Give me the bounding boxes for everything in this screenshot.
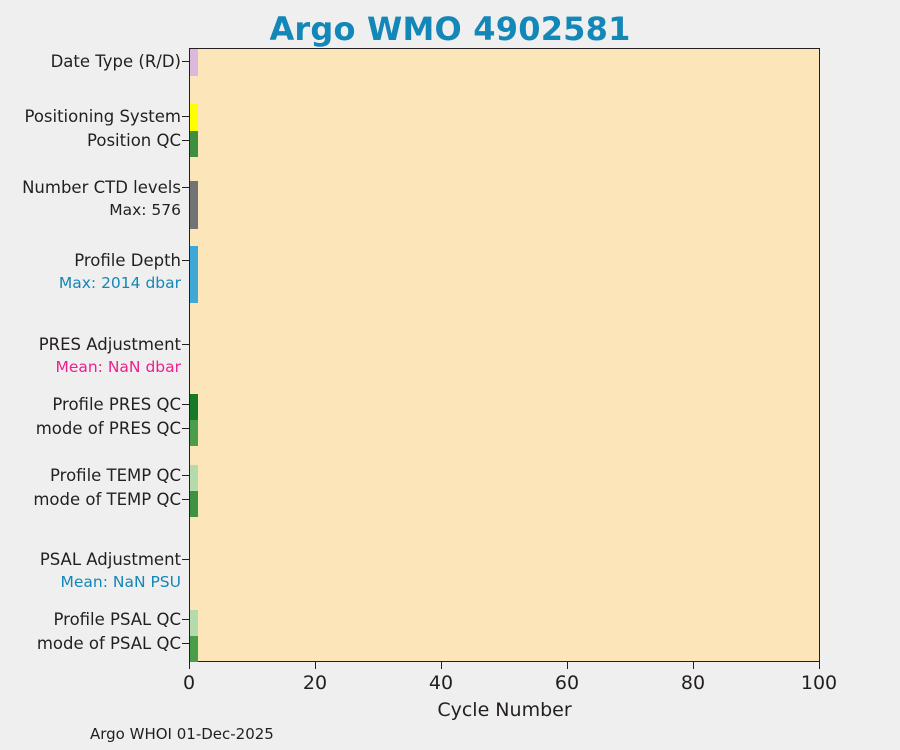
y-tick-mark <box>182 260 189 261</box>
y-tick-mark <box>182 140 189 141</box>
axis-label-annotation-ctd-max: Max: 576 <box>109 201 181 219</box>
axis-label-mode-temp-qc: mode of TEMP QC <box>33 488 181 511</box>
axis-label-text: Number CTD levels <box>22 178 181 197</box>
x-tick-mark <box>315 662 316 669</box>
y-tick-mark <box>182 187 189 188</box>
x-tick-mark <box>441 662 442 669</box>
axis-label-number-ctd-levels: Number CTD levels Max: 576 <box>22 176 181 222</box>
x-tick-label: 100 <box>800 672 838 694</box>
chart-row-band <box>190 104 818 131</box>
axis-label-text: Positioning System <box>24 107 181 126</box>
chart-bar <box>190 420 198 446</box>
axis-label-text: PSAL Adjustment <box>39 550 181 569</box>
chart-plot-area <box>189 48 820 662</box>
page-title: Argo WMO 4902581 <box>269 10 631 48</box>
axis-label-date-type: Date Type (R/D) <box>51 50 181 73</box>
footer-credit: Argo WHOI 01-Dec-2025 <box>90 725 274 743</box>
chart-bar <box>190 131 198 157</box>
y-tick-mark <box>182 404 189 405</box>
chart-bar <box>190 465 198 491</box>
axis-label-text: Profile PRES QC <box>52 395 181 414</box>
axis-label-profile-depth: Profile Depth Max: 2014 dbar <box>59 249 181 295</box>
y-tick-mark <box>182 116 189 117</box>
x-tick-label: 40 <box>428 672 454 694</box>
y-tick-mark <box>182 499 189 500</box>
axis-label-profile-pres-qc: Profile PRES QC <box>52 393 181 416</box>
axis-label-psal-adjustment: PSAL Adjustment Mean: NaN PSU <box>40 548 181 594</box>
x-tick-mark <box>567 662 568 669</box>
chart-bar <box>190 610 198 636</box>
chart-bar <box>190 394 198 420</box>
chart-row-band <box>190 181 818 229</box>
axis-label-text: Date Type (R/D) <box>50 52 181 71</box>
axis-label-mode-psal-qc: mode of PSAL QC <box>37 632 181 655</box>
chart-row-band <box>190 610 818 636</box>
chart-bar <box>190 104 198 131</box>
chart-row-band <box>190 246 818 303</box>
axis-label-text: Position QC <box>87 131 181 150</box>
chart-row-band <box>190 394 818 420</box>
axis-label-positioning-system: Positioning System <box>24 105 181 128</box>
chart-bar <box>190 181 198 229</box>
y-tick-mark <box>182 344 189 345</box>
x-tick-mark <box>189 662 190 669</box>
x-tick-label: 0 <box>182 672 196 694</box>
y-tick-mark <box>182 61 189 62</box>
x-tick-label: 20 <box>302 672 328 694</box>
axis-label-pres-adjustment: PRES Adjustment Mean: NaN dbar <box>39 333 181 379</box>
chart-bar <box>190 246 198 303</box>
axis-label-text: Profile PSAL QC <box>53 610 181 629</box>
chart-row-band <box>190 636 818 662</box>
chart-bar <box>190 636 198 662</box>
x-tick-mark <box>693 662 694 669</box>
axis-label-profile-psal-qc: Profile PSAL QC <box>53 608 181 631</box>
axis-label-text: mode of PSAL QC <box>36 634 181 653</box>
chart-row-band <box>190 420 818 446</box>
axis-label-profile-temp-qc: Profile TEMP QC <box>50 464 181 487</box>
axis-label-annotation-depth-max: Max: 2014 dbar <box>58 274 181 292</box>
axis-label-text: PRES Adjustment <box>38 335 181 354</box>
axis-label-annotation-pres-mean: Mean: NaN dbar <box>55 358 181 376</box>
y-tick-mark <box>182 643 189 644</box>
chart-bar <box>190 491 198 517</box>
axis-label-position-qc: Position QC <box>87 129 181 152</box>
y-tick-mark <box>182 559 189 560</box>
y-tick-mark <box>182 619 189 620</box>
x-tick-label: 60 <box>554 672 580 694</box>
chart-row-band <box>190 465 818 491</box>
x-tick-mark <box>819 662 820 669</box>
chart-bar <box>190 49 198 76</box>
x-tick-label: 80 <box>680 672 706 694</box>
x-axis-title: Cycle Number <box>437 699 572 721</box>
axis-label-text: Profile TEMP QC <box>50 466 181 485</box>
chart-row-band <box>190 49 818 76</box>
y-tick-mark <box>182 475 189 476</box>
chart-row-band <box>190 131 818 157</box>
axis-label-text: mode of PRES QC <box>35 419 181 438</box>
y-tick-mark <box>182 428 189 429</box>
axis-label-annotation-psal-mean: Mean: NaN PSU <box>60 573 181 591</box>
axis-label-mode-pres-qc: mode of PRES QC <box>36 417 181 440</box>
axis-label-text: Profile Depth <box>74 251 181 270</box>
chart-row-band <box>190 491 818 517</box>
axis-label-text: mode of TEMP QC <box>33 490 181 509</box>
